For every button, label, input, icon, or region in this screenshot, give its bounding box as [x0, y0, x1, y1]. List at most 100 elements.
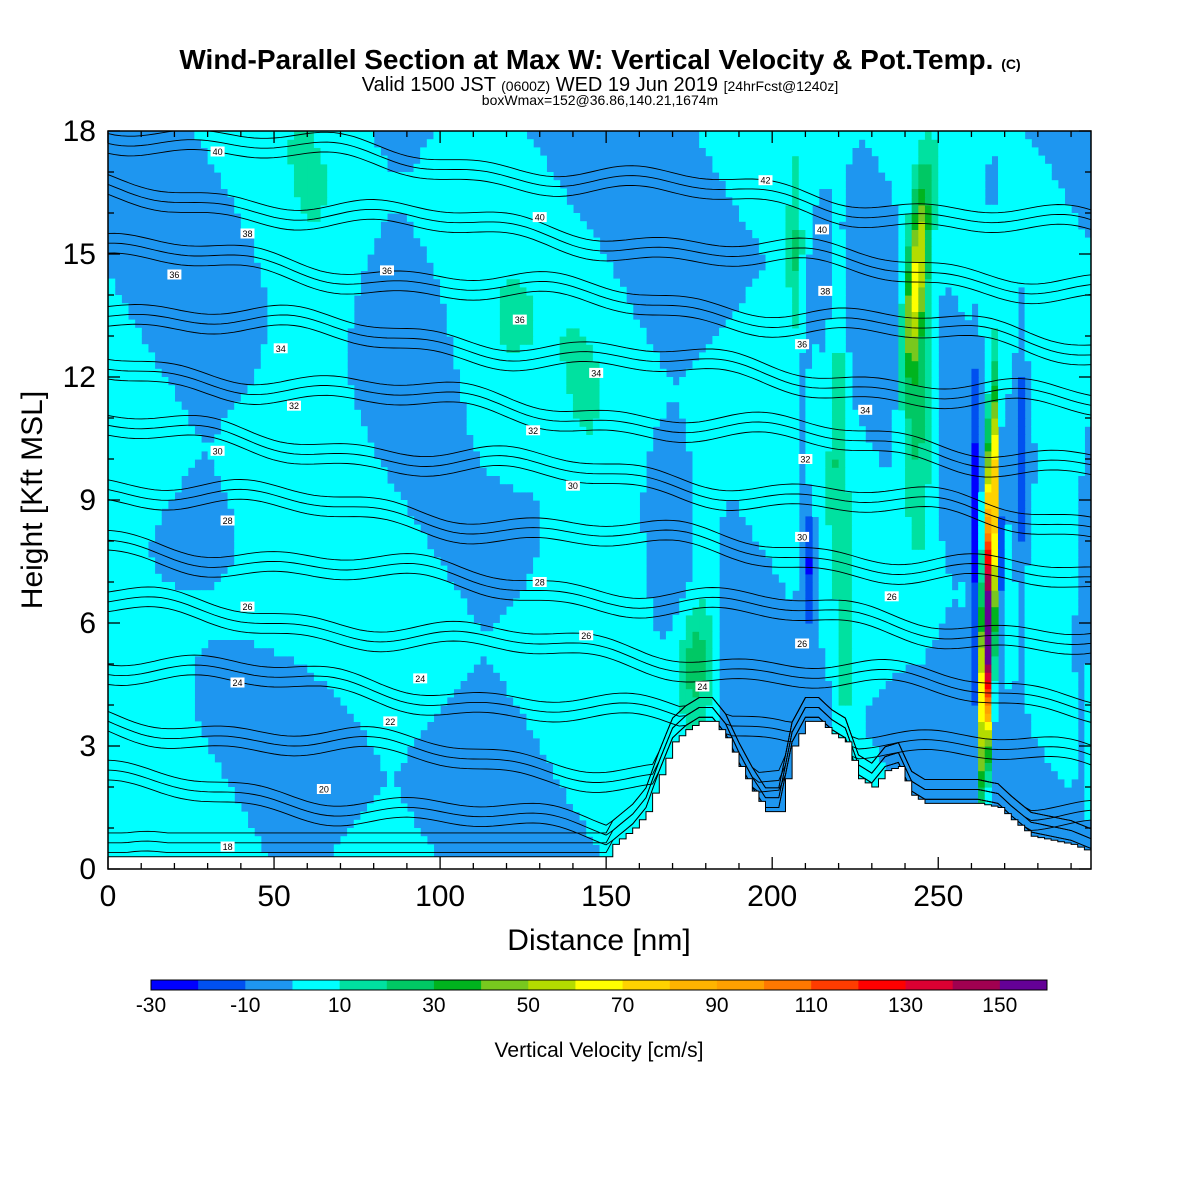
- velocity-cell: [400, 688, 408, 698]
- velocity-cell: [147, 688, 156, 698]
- velocity-cell: [260, 549, 268, 558]
- velocity-cell: [971, 475, 979, 485]
- velocity-cell: [181, 647, 189, 657]
- velocity-cell: [287, 483, 295, 493]
- velocity-cell: [685, 590, 694, 599]
- velocity-cell: [340, 688, 348, 698]
- velocity-cell: [626, 557, 634, 567]
- velocity-cell: [413, 631, 421, 640]
- velocity-cell: [320, 500, 328, 509]
- velocity-cell: [991, 532, 999, 542]
- velocity-cell: [280, 565, 288, 575]
- velocity-cell: [579, 696, 587, 706]
- velocity-cell: [606, 762, 614, 772]
- velocity-cell: [287, 491, 295, 501]
- velocity-cell: [905, 639, 913, 649]
- velocity-cell: [592, 459, 601, 468]
- velocity-cell: [526, 647, 534, 657]
- velocity-cell: [1064, 664, 1072, 673]
- velocity-cell: [380, 762, 388, 772]
- velocity-cell: [1044, 508, 1052, 517]
- velocity-cell: [579, 606, 587, 616]
- velocity-cell: [353, 688, 361, 698]
- velocity-cell: [200, 762, 209, 772]
- velocity-cell: [712, 623, 720, 632]
- velocity-cell: [274, 573, 282, 583]
- velocity-cell: [367, 721, 375, 731]
- velocity-cell: [533, 483, 541, 493]
- velocity-cell: [546, 582, 554, 591]
- velocity-cell: [393, 754, 401, 763]
- velocity-cell: [293, 532, 302, 542]
- velocity-cell: [307, 434, 315, 444]
- velocity-cell: [652, 705, 660, 714]
- velocity-cell: [971, 557, 979, 567]
- velocity-cell: [446, 647, 454, 657]
- velocity-cell: [1051, 426, 1059, 435]
- velocity-cell: [327, 680, 335, 690]
- velocity-cell: [121, 573, 129, 583]
- velocity-cell: [287, 647, 295, 657]
- velocity-cell: [108, 491, 116, 501]
- velocity-cell: [121, 442, 129, 452]
- velocity-cell: [147, 524, 156, 534]
- velocity-cell: [539, 508, 547, 517]
- velocity-cell: [127, 573, 136, 583]
- velocity-cell: [300, 590, 308, 599]
- velocity-cell: [559, 778, 567, 788]
- velocity-cell: [599, 705, 607, 714]
- velocity-cell: [380, 623, 388, 632]
- velocity-cell: [838, 623, 846, 632]
- velocity-cell: [1057, 483, 1066, 493]
- velocity-cell: [1037, 606, 1046, 616]
- velocity-cell: [606, 778, 614, 788]
- velocity-cell: [141, 795, 149, 804]
- velocity-cell: [400, 606, 408, 616]
- velocity-cell: [127, 664, 136, 673]
- velocity-cell: [1057, 516, 1066, 526]
- velocity-cell: [386, 606, 395, 616]
- velocity-cell: [114, 811, 122, 821]
- velocity-cell: [679, 680, 687, 690]
- velocity-cell: [147, 705, 156, 714]
- velocity-cell: [267, 524, 275, 534]
- velocity-cell: [300, 508, 308, 517]
- velocity-cell: [360, 475, 368, 485]
- velocity-cell: [1064, 770, 1072, 780]
- velocity-cell: [911, 450, 919, 460]
- velocity-cell: [612, 623, 621, 632]
- velocity-cell: [486, 459, 494, 468]
- velocity-cell: [938, 606, 946, 616]
- velocity-cell: [978, 524, 986, 534]
- velocity-cell: [274, 598, 282, 608]
- velocity-cell: [1077, 442, 1085, 452]
- velocity-cell: [579, 688, 587, 698]
- velocity-cell: [572, 746, 581, 755]
- velocity-cell: [665, 639, 674, 649]
- velocity-cell: [1064, 590, 1072, 599]
- velocity-cell: [287, 557, 295, 567]
- velocity-cell: [426, 590, 435, 599]
- velocity-cell: [1057, 672, 1066, 681]
- velocity-cell: [400, 836, 408, 845]
- velocity-cell: [313, 639, 322, 649]
- velocity-cell: [440, 573, 448, 583]
- velocity-cell: [865, 573, 873, 583]
- velocity-cell: [267, 590, 275, 599]
- velocity-cell: [1057, 491, 1066, 501]
- velocity-cell: [373, 811, 381, 821]
- velocity-cell: [685, 655, 694, 665]
- velocity-cell: [672, 680, 680, 690]
- velocity-cell: [400, 746, 408, 755]
- velocity-cell: [1031, 623, 1039, 632]
- velocity-cell: [526, 442, 534, 452]
- velocity-cell: [838, 729, 846, 739]
- velocity-cell: [619, 614, 627, 624]
- velocity-cell: [460, 598, 468, 608]
- velocity-cell: [699, 549, 707, 558]
- velocity-cell: [493, 664, 501, 673]
- velocity-cell: [393, 696, 401, 706]
- velocity-cell: [1057, 680, 1066, 690]
- velocity-cell: [592, 688, 601, 698]
- velocity-cell: [360, 598, 368, 608]
